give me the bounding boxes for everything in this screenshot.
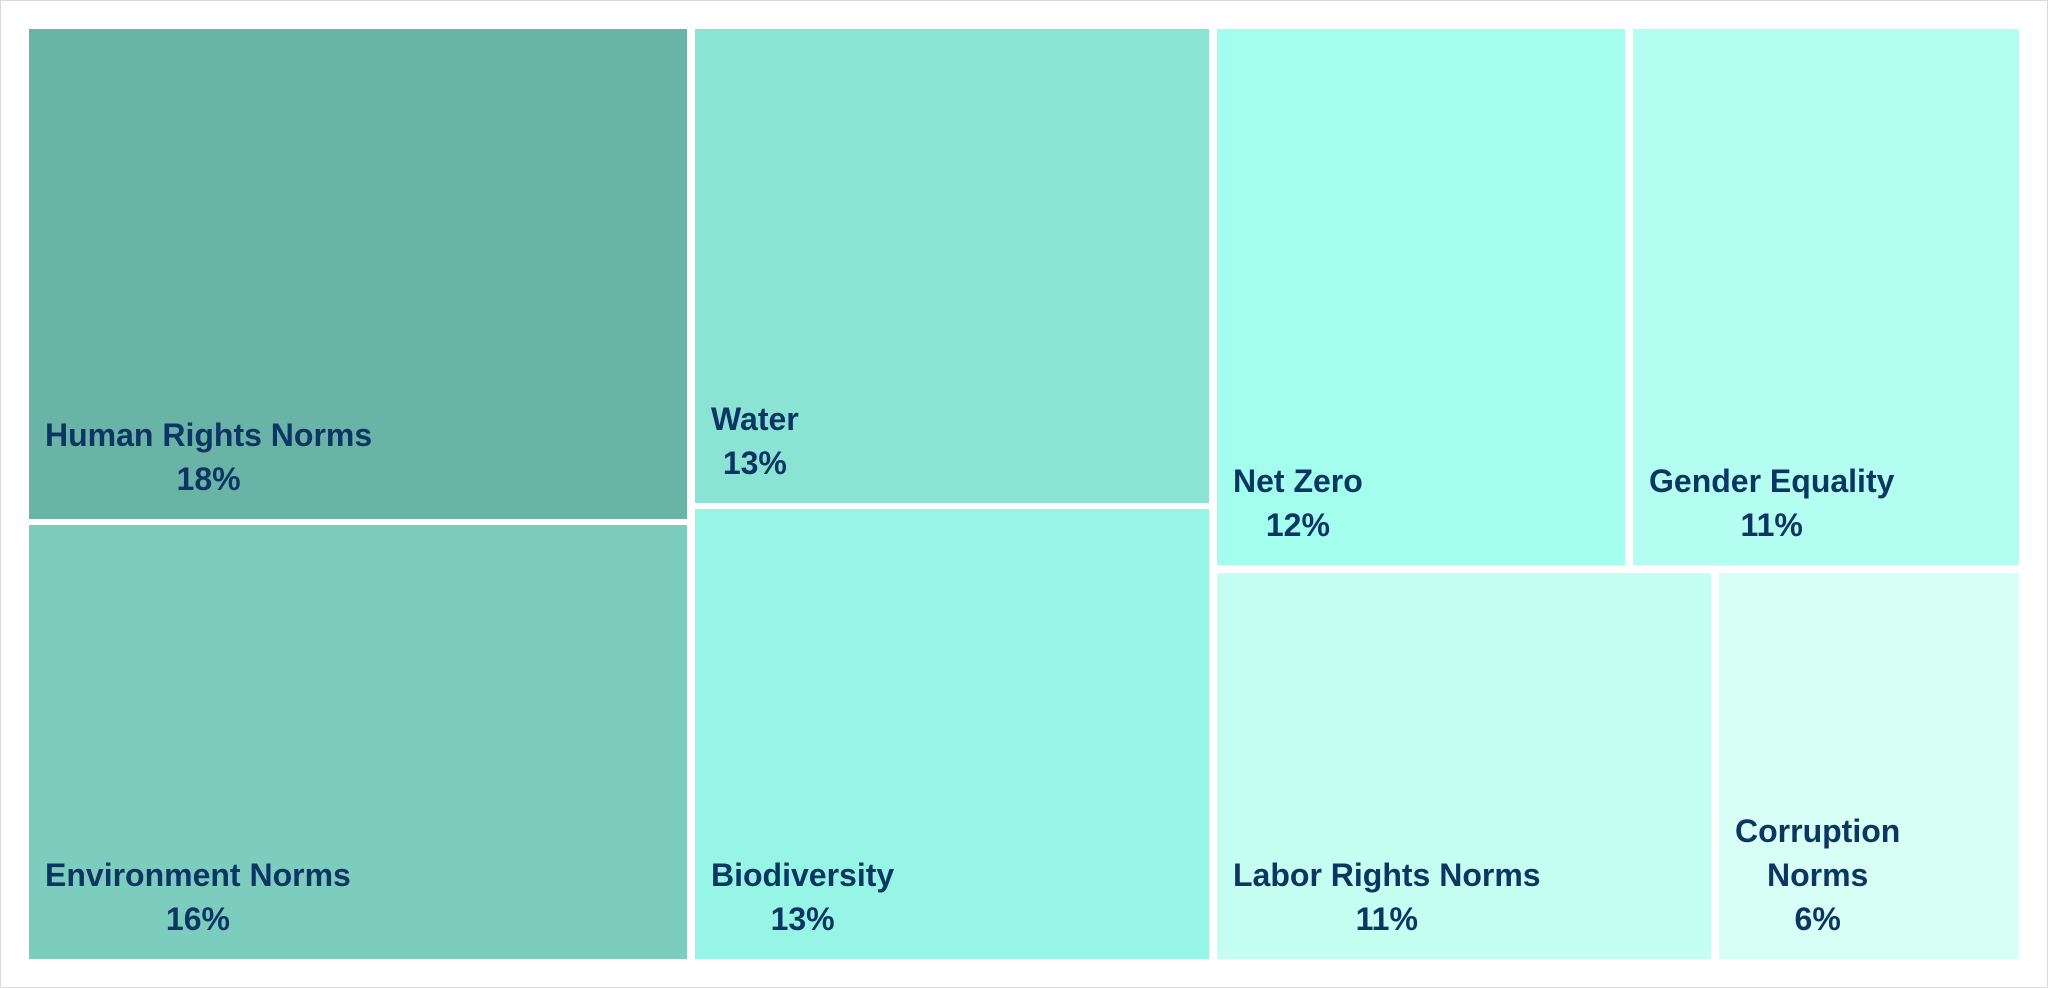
- treemap-tile-labor-rights-norms: Labor Rights Norms 11%: [1217, 573, 1711, 959]
- tile-label: Corruption Norms 6%: [1735, 809, 1900, 941]
- tile-category-name: Corruption Norms: [1735, 813, 1901, 893]
- tile-category-name: Environment Norms: [45, 857, 351, 893]
- tile-label: Labor Rights Norms 11%: [1233, 853, 1541, 941]
- tile-label: Water 13%: [711, 397, 799, 485]
- tile-label: Environment Norms 16%: [45, 853, 351, 941]
- tile-category-name: Human Rights Norms: [45, 417, 373, 453]
- tile-category-name: Gender Equality: [1649, 463, 1895, 499]
- treemap-chart: Human Rights Norms 18% Environment Norms 16…: [29, 29, 2019, 959]
- tile-label: Gender Equality 11%: [1649, 459, 1894, 547]
- tile-percentage: 13%: [770, 901, 835, 937]
- treemap-tile-human-rights-norms: Human Rights Norms 18%: [29, 29, 687, 519]
- tile-category-name: Water: [711, 401, 799, 437]
- tile-label: Human Rights Norms 18%: [45, 413, 372, 501]
- tile-category-name: Labor Rights Norms: [1233, 857, 1541, 893]
- treemap-tile-corruption-norms: Corruption Norms 6%: [1719, 573, 2019, 959]
- tile-percentage: 6%: [1794, 901, 1841, 937]
- tile-category-name: Biodiversity: [711, 857, 895, 893]
- tile-category-name: Net Zero: [1233, 463, 1363, 499]
- tile-percentage: 11%: [1740, 507, 1803, 543]
- tile-label: Net Zero 12%: [1233, 459, 1363, 547]
- tile-percentage: 16%: [165, 901, 230, 937]
- treemap-tile-environment-norms: Environment Norms 16%: [29, 525, 687, 959]
- treemap-tile-biodiversity: Biodiversity 13%: [695, 509, 1209, 959]
- tile-percentage: 12%: [1265, 507, 1330, 543]
- treemap-tile-water: Water 13%: [695, 29, 1209, 503]
- treemap-tile-net-zero: Net Zero 12%: [1217, 29, 1625, 565]
- tile-percentage: 11%: [1355, 901, 1418, 937]
- tile-percentage: 13%: [722, 445, 787, 481]
- tile-label: Biodiversity 13%: [711, 853, 894, 941]
- treemap-tile-gender-equality: Gender Equality 11%: [1633, 29, 2019, 565]
- tile-percentage: 18%: [176, 461, 241, 497]
